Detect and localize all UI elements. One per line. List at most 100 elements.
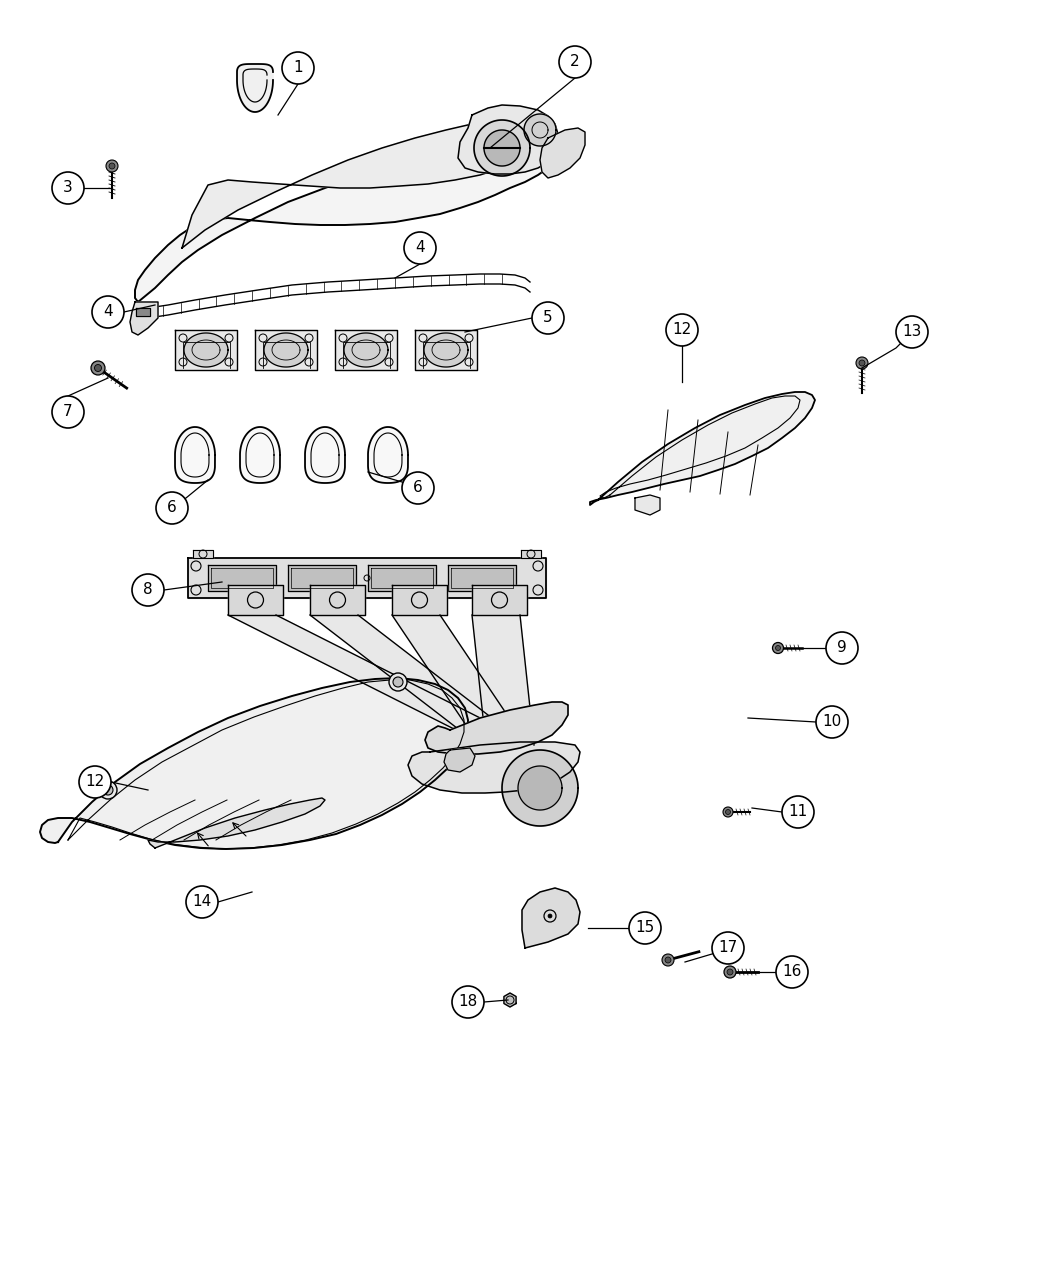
Polygon shape bbox=[304, 427, 345, 483]
Circle shape bbox=[52, 172, 84, 204]
Circle shape bbox=[816, 706, 848, 738]
Text: 12: 12 bbox=[672, 323, 692, 338]
Circle shape bbox=[665, 958, 671, 963]
Polygon shape bbox=[148, 798, 326, 848]
Circle shape bbox=[94, 365, 102, 371]
Polygon shape bbox=[474, 120, 530, 176]
Polygon shape bbox=[228, 585, 284, 615]
Polygon shape bbox=[237, 64, 273, 112]
Circle shape bbox=[776, 645, 780, 650]
Circle shape bbox=[452, 986, 484, 1017]
Circle shape bbox=[727, 969, 733, 975]
Text: 7: 7 bbox=[63, 404, 72, 419]
Polygon shape bbox=[228, 615, 504, 731]
Text: 5: 5 bbox=[543, 311, 552, 325]
Polygon shape bbox=[590, 391, 815, 505]
Circle shape bbox=[532, 302, 564, 334]
Polygon shape bbox=[175, 427, 215, 483]
Polygon shape bbox=[255, 330, 317, 370]
Circle shape bbox=[629, 912, 662, 944]
Polygon shape bbox=[392, 615, 524, 739]
Polygon shape bbox=[335, 330, 397, 370]
Text: 18: 18 bbox=[459, 994, 478, 1010]
Circle shape bbox=[99, 782, 117, 799]
Text: 6: 6 bbox=[413, 481, 423, 496]
Polygon shape bbox=[504, 993, 516, 1007]
Text: 6: 6 bbox=[167, 501, 176, 515]
Polygon shape bbox=[408, 742, 580, 793]
Circle shape bbox=[712, 932, 744, 964]
Circle shape bbox=[723, 807, 733, 817]
Text: 8: 8 bbox=[143, 583, 153, 598]
Polygon shape bbox=[415, 330, 477, 370]
Circle shape bbox=[726, 810, 731, 815]
Text: 3: 3 bbox=[63, 181, 72, 195]
Polygon shape bbox=[135, 133, 562, 302]
Circle shape bbox=[393, 677, 403, 687]
Polygon shape bbox=[264, 333, 308, 367]
Polygon shape bbox=[522, 887, 580, 949]
Circle shape bbox=[388, 673, 407, 691]
Polygon shape bbox=[458, 105, 558, 173]
Polygon shape bbox=[182, 119, 552, 249]
Polygon shape bbox=[136, 309, 150, 316]
Text: 9: 9 bbox=[837, 640, 847, 655]
Text: 10: 10 bbox=[822, 714, 842, 729]
Text: 4: 4 bbox=[103, 305, 112, 320]
Polygon shape bbox=[540, 128, 585, 178]
Polygon shape bbox=[310, 585, 365, 615]
Circle shape bbox=[856, 357, 868, 368]
Polygon shape bbox=[518, 766, 562, 810]
Polygon shape bbox=[184, 333, 228, 367]
Polygon shape bbox=[368, 427, 408, 483]
Polygon shape bbox=[521, 550, 541, 558]
Circle shape bbox=[132, 574, 164, 606]
Circle shape bbox=[106, 159, 118, 172]
Polygon shape bbox=[368, 565, 436, 592]
Circle shape bbox=[662, 954, 674, 966]
Polygon shape bbox=[188, 558, 546, 598]
Circle shape bbox=[859, 360, 865, 366]
Polygon shape bbox=[392, 585, 447, 615]
Text: 12: 12 bbox=[85, 774, 105, 789]
Text: 16: 16 bbox=[782, 964, 802, 979]
Polygon shape bbox=[472, 585, 527, 615]
Polygon shape bbox=[310, 615, 514, 734]
Circle shape bbox=[156, 492, 188, 524]
Circle shape bbox=[402, 472, 434, 504]
Polygon shape bbox=[472, 615, 534, 745]
Circle shape bbox=[79, 766, 111, 798]
Polygon shape bbox=[193, 550, 213, 558]
Circle shape bbox=[559, 46, 591, 78]
Circle shape bbox=[773, 643, 783, 654]
Polygon shape bbox=[175, 330, 237, 370]
Circle shape bbox=[782, 796, 814, 827]
Circle shape bbox=[186, 886, 218, 918]
Circle shape bbox=[109, 163, 116, 170]
Polygon shape bbox=[130, 302, 157, 335]
Polygon shape bbox=[424, 333, 468, 367]
Circle shape bbox=[282, 52, 314, 84]
Polygon shape bbox=[208, 565, 276, 592]
Text: 1: 1 bbox=[293, 60, 302, 75]
Text: 4: 4 bbox=[415, 241, 425, 255]
Circle shape bbox=[826, 632, 858, 664]
Circle shape bbox=[404, 232, 436, 264]
Circle shape bbox=[52, 397, 84, 428]
Text: 14: 14 bbox=[192, 895, 212, 909]
Polygon shape bbox=[448, 565, 516, 592]
Text: 13: 13 bbox=[902, 325, 922, 339]
Polygon shape bbox=[344, 333, 388, 367]
Polygon shape bbox=[635, 495, 660, 515]
Circle shape bbox=[896, 316, 928, 348]
Circle shape bbox=[724, 966, 736, 978]
Polygon shape bbox=[40, 678, 468, 849]
Circle shape bbox=[91, 361, 105, 375]
Polygon shape bbox=[524, 113, 557, 147]
Polygon shape bbox=[444, 748, 475, 771]
Polygon shape bbox=[484, 130, 520, 166]
Circle shape bbox=[666, 314, 698, 346]
Polygon shape bbox=[288, 565, 356, 592]
Text: 2: 2 bbox=[570, 55, 580, 70]
Circle shape bbox=[103, 785, 113, 796]
